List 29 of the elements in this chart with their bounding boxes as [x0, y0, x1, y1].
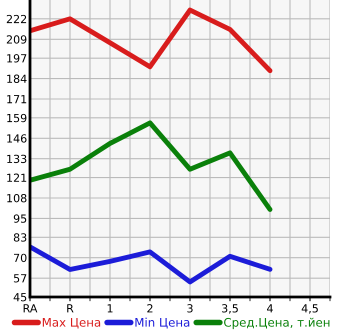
- y-tick-label: 121: [7, 174, 26, 182]
- y-tick-label: 57: [14, 274, 26, 283]
- x-tick-label: 2: [147, 304, 152, 312]
- x-tick-label: 3: [187, 304, 193, 313]
- legend-label: Min Цена: [135, 318, 190, 328]
- legend-label: Сред.Цена, т.йен: [224, 318, 330, 330]
- y-tick-label: 184: [7, 74, 27, 83]
- y-tick-label: 197: [7, 54, 26, 63]
- y-tick-label: 83: [14, 233, 26, 242]
- y-tick-label: 209: [6, 35, 26, 44]
- y-tick-label: 222: [6, 14, 26, 24]
- x-tick-label: 1: [108, 304, 113, 312]
- y-tick-label: 108: [7, 194, 26, 202]
- y-tick-label: 70: [14, 254, 26, 262]
- x-tick-label: 4,5: [302, 304, 318, 314]
- x-tick-label: 4: [267, 304, 273, 312]
- y-tick-label: 95: [14, 214, 26, 223]
- y-tick-label: 45: [14, 293, 26, 302]
- y-tick-label: 133: [7, 154, 26, 164]
- line-series: [30, 120, 272, 212]
- line-series: [30, 244, 272, 284]
- y-tick-label: 146: [7, 134, 27, 143]
- line-series: [30, 8, 272, 74]
- y-tick-label: 171: [7, 95, 26, 104]
- x-tick-label: 3,5: [222, 304, 238, 314]
- legend-label: Max Цена: [42, 318, 100, 328]
- x-tick-label: R: [67, 304, 74, 312]
- x-tick-label: RA: [24, 304, 38, 312]
- y-tick-label: 159: [7, 114, 26, 122]
